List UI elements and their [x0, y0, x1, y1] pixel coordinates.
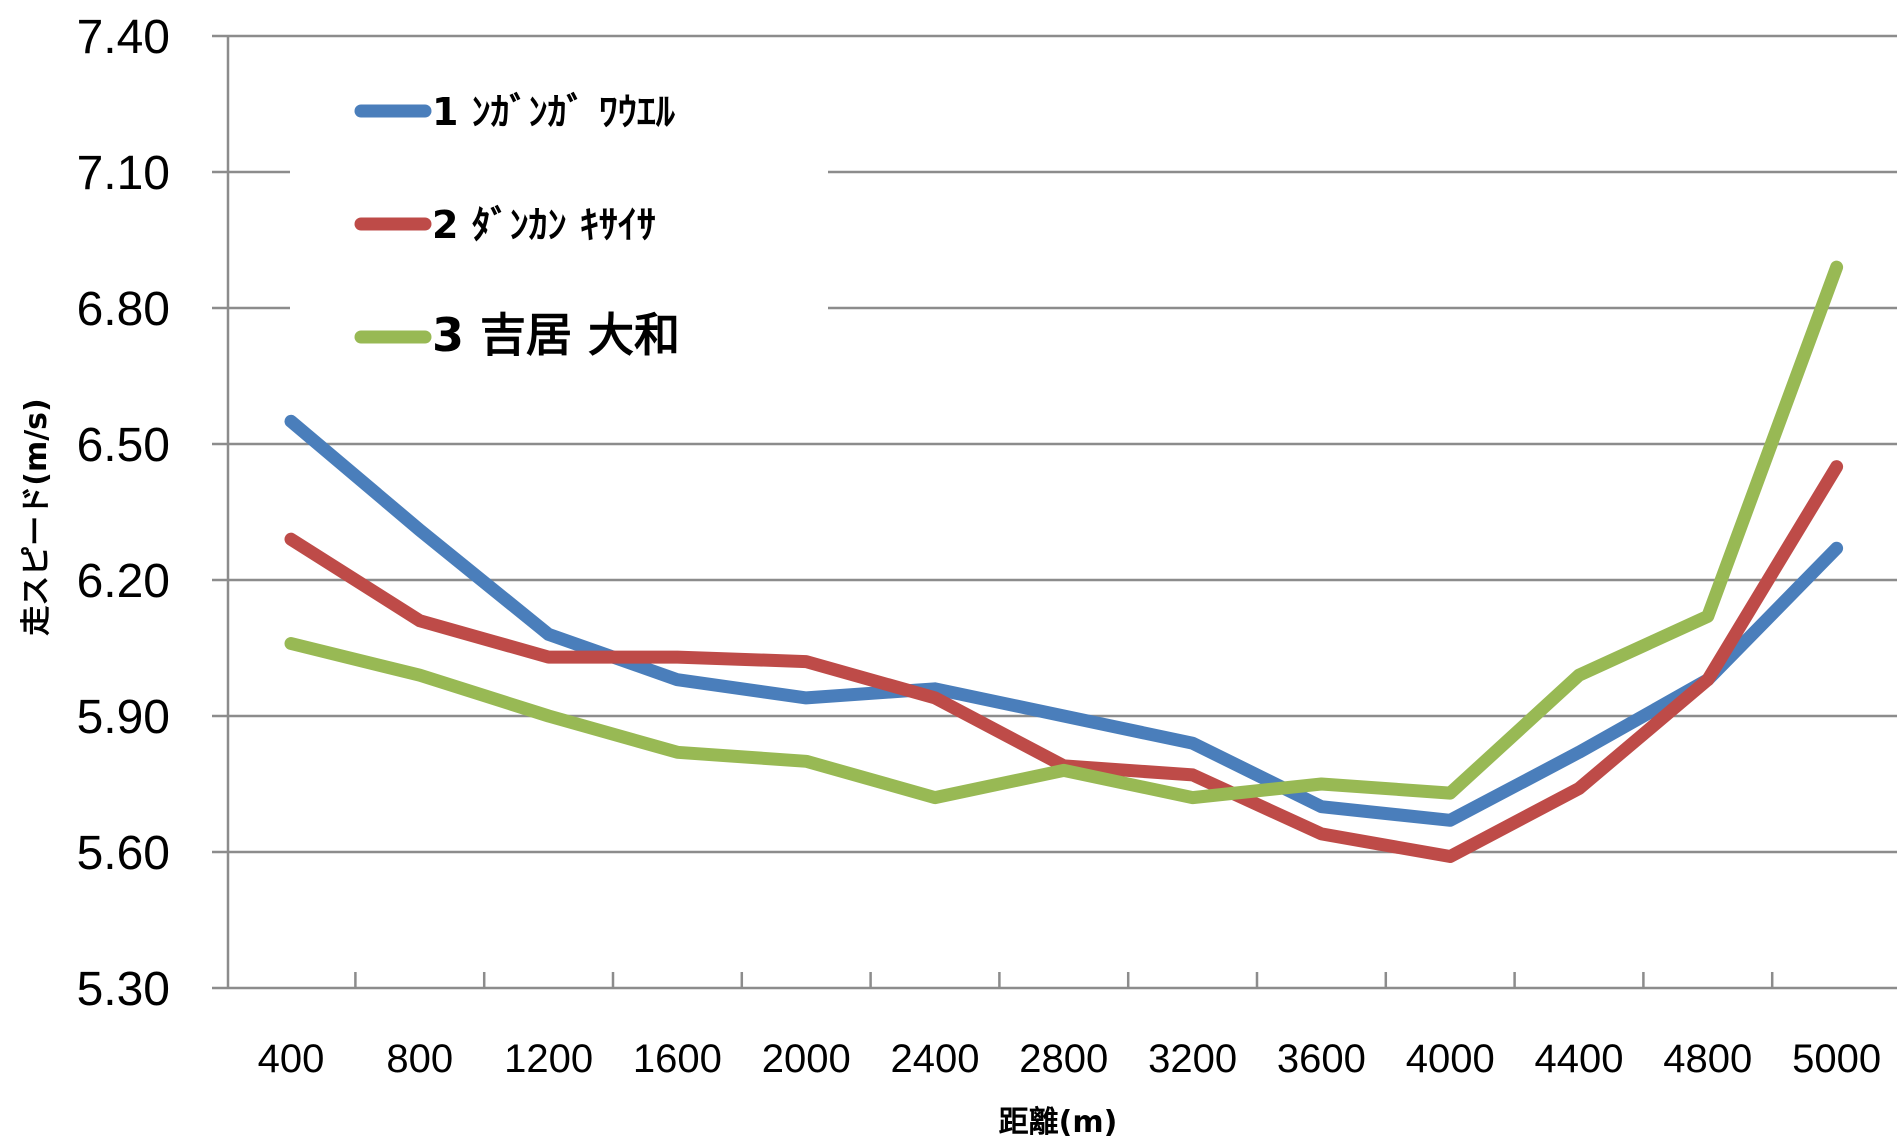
y-axis-title: 走スピード(m/s) [19, 398, 54, 636]
data-point [1192, 774, 1194, 776]
x-tick-label: 2400 [891, 1037, 980, 1081]
grid-lines [212, 34, 1897, 990]
x-axis-title: 距離(m) [999, 1105, 1118, 1140]
x-tick-label: 3600 [1277, 1037, 1366, 1081]
x-tick-label: 5000 [1792, 1037, 1881, 1081]
data-point [1192, 742, 1194, 744]
data-point [1063, 715, 1065, 717]
x-tick-label: 1200 [504, 1037, 593, 1081]
legend-label-2: 2 ﾀﾞﾝｶﾝ ｷｻｲｻ [432, 203, 656, 247]
data-point [1449, 792, 1451, 794]
x-tick-label: 2800 [1019, 1037, 1108, 1081]
data-point [1578, 751, 1580, 753]
data-point [1063, 769, 1065, 771]
data-point [1320, 833, 1322, 835]
data-point [805, 697, 807, 699]
axes [226, 36, 1897, 990]
x-tick-label: 1600 [633, 1037, 722, 1081]
data-point [1192, 797, 1194, 799]
x-tick-label: 800 [386, 1037, 453, 1081]
x-tick-label: 4000 [1406, 1037, 1495, 1081]
x-tick-labels: 400 800 1200 1600 2000 2400 2800 3200 3600 4000 44… [258, 1037, 1881, 1081]
data-point [419, 674, 421, 676]
data-point [805, 760, 807, 762]
data-point [1836, 547, 1838, 549]
data-point [548, 656, 550, 658]
data-point [934, 797, 936, 799]
data-point [1449, 856, 1451, 858]
y-tick-label: 5.90 [77, 691, 170, 744]
data-point [1707, 615, 1709, 617]
y-tick-label: 6.20 [77, 555, 170, 608]
y-tick-label: 5.30 [77, 963, 170, 1016]
data-point [548, 633, 550, 635]
data-point [1578, 674, 1580, 676]
data-point [1578, 788, 1580, 790]
data-point [676, 679, 678, 681]
y-tick-label: 6.80 [77, 283, 170, 336]
y-tick-label: 7.10 [77, 147, 170, 200]
x-tick-label: 400 [258, 1037, 325, 1081]
data-point [1836, 266, 1838, 268]
series-lines [284, 260, 1844, 863]
data-point [548, 715, 550, 717]
data-point [290, 538, 292, 540]
data-point [934, 688, 936, 690]
x-tick-label: 2000 [762, 1037, 851, 1081]
legend-label-3: 3 吉居 大和 [432, 308, 680, 362]
legend-label-1: 1 ﾝｶﾞﾝｶﾞ ﾜｳｴﾙ [432, 90, 676, 134]
data-point [1449, 819, 1451, 821]
legend: 1 ﾝｶﾞﾝｶﾞ ﾜｳｴﾙ 2 ﾀﾞﾝｶﾝ ｷｻｲｻ 3 吉居 大和 [354, 90, 680, 362]
data-point [419, 620, 421, 622]
y-tick-labels: 5.30 5.60 5.90 6.20 6.50 6.80 7.10 7.40 [77, 11, 170, 1016]
data-point [1320, 783, 1322, 785]
data-point [676, 751, 678, 753]
data-point [934, 697, 936, 699]
y-tick-label: 6.50 [77, 419, 170, 472]
data-point [676, 656, 678, 658]
data-point [1707, 679, 1709, 681]
x-tick-label: 3200 [1148, 1037, 1237, 1081]
data-point [805, 661, 807, 663]
data-point [1836, 466, 1838, 468]
y-tick-label: 7.40 [77, 11, 170, 64]
x-tick-label: 4800 [1663, 1037, 1752, 1081]
data-point [290, 420, 292, 422]
x-tick-label: 4400 [1535, 1037, 1624, 1081]
y-tick-label: 5.60 [77, 827, 170, 880]
data-point [1320, 806, 1322, 808]
data-point [419, 529, 421, 531]
data-point [290, 642, 292, 644]
